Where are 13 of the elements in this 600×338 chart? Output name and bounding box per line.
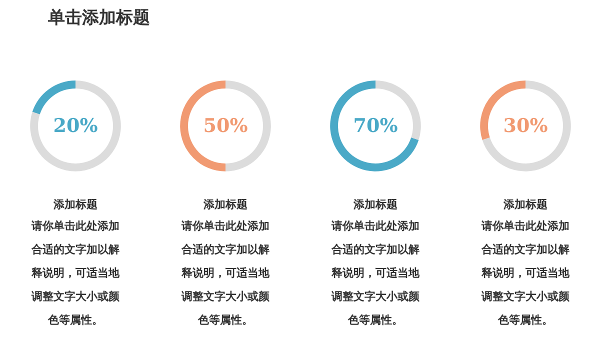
text: 添加标题 [502,198,548,211]
text: 请你单击此处添加合适的文字加以解释说明，可适当地调整文字大小或颜色等属性。 [480,219,570,326]
text: 20% [53,114,98,137]
chart-title: 单击添加标题 [48,7,150,30]
text: 添加标题 [52,198,98,211]
text: 添加标题 [202,198,248,211]
text: 50% [203,114,248,137]
text: 请你单击此处添加合适的文字加以解释说明，可适当地调整文字大小或颜色等属性。 [330,219,420,326]
text: 请你单击此处添加合适的文字加以解释说明，可适当地调整文字大小或颜色等属性。 [30,219,120,326]
text: 添加标题 [352,198,398,211]
text: 请你单击此处添加合适的文字加以解释说明，可适当地调整文字大小或颜色等属性。 [180,219,270,326]
text: 30% [503,114,548,137]
text: 70% [353,114,398,137]
